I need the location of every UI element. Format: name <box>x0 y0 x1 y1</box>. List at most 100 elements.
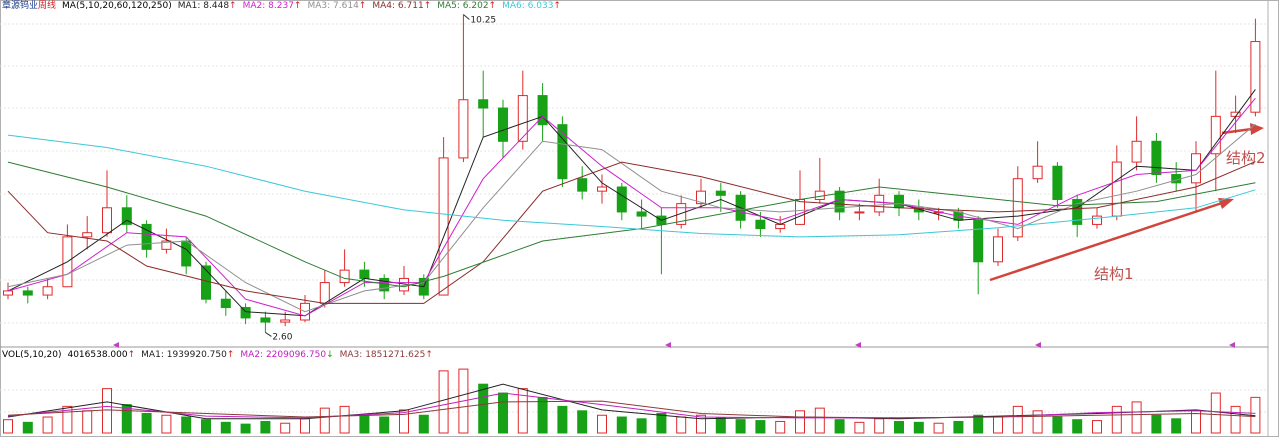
candle-body <box>696 190 706 205</box>
legend-value: 6.202 <box>462 1 489 11</box>
candle-body <box>359 269 370 279</box>
indicator: VOL(5,10,20) <box>2 350 62 360</box>
separator: : <box>359 350 366 360</box>
indicator: MA(5,10,20,60,120,250) <box>62 1 172 11</box>
volume-bar <box>399 409 409 434</box>
volume-bar <box>834 419 845 434</box>
trend: ↑ <box>488 1 497 11</box>
volume-bar <box>82 410 93 434</box>
volume-bar <box>913 421 924 434</box>
volume-bar <box>220 421 231 434</box>
legend-value: 7.614 <box>333 1 359 11</box>
volume-bar <box>1171 418 1182 434</box>
candle-body <box>597 186 607 192</box>
volume-bar <box>854 421 865 434</box>
separator: : <box>327 1 334 11</box>
trend: ↑ <box>425 350 433 360</box>
annotation: 结构1 <box>1094 265 1134 283</box>
separator: : <box>456 1 463 11</box>
candle-body <box>1072 198 1083 225</box>
volume-bar <box>973 414 984 434</box>
legend-value: 6.711 <box>397 1 424 11</box>
volume-bar <box>22 421 33 434</box>
candle-body <box>1111 161 1122 217</box>
period-markers <box>113 342 1235 348</box>
volume-bar <box>557 405 568 434</box>
ma-line <box>7 161 1256 304</box>
volume-bar <box>696 414 706 434</box>
ma-line <box>7 400 1256 419</box>
candle-body <box>616 186 627 213</box>
volume-bar <box>418 414 429 434</box>
volume-bar <box>1230 405 1241 434</box>
volume-bar <box>260 420 271 434</box>
legend-name: MA2 <box>242 1 263 11</box>
volume-value: 4016538.000 <box>67 350 128 360</box>
volume-bar <box>62 405 73 434</box>
ma-line <box>7 134 1256 238</box>
volume-bar <box>775 420 786 434</box>
volume-bar <box>339 405 350 434</box>
candle-body <box>1210 115 1221 155</box>
candle-body <box>1250 41 1261 113</box>
candle-body <box>993 236 1003 263</box>
volume-bar <box>894 420 904 434</box>
legend-name: MA3 <box>307 1 328 11</box>
period: 周线 <box>38 1 57 11</box>
candle-body <box>676 203 687 225</box>
volume-bar <box>676 416 687 434</box>
candle-body <box>636 211 647 217</box>
volume-bar <box>953 420 964 434</box>
candle-body <box>1191 153 1201 184</box>
candle-body <box>319 282 330 304</box>
volume-bar <box>1052 416 1063 434</box>
candle-body <box>102 207 112 234</box>
volume-bar <box>280 422 291 434</box>
candle-body <box>339 269 350 284</box>
candle-body <box>537 95 548 126</box>
legend-name: MA1 <box>177 1 198 11</box>
volume-bar <box>498 392 508 434</box>
candle-body <box>814 190 825 200</box>
volume-bar <box>993 416 1003 434</box>
legend-name: MA6 <box>502 1 522 11</box>
candle-body <box>161 240 172 250</box>
volume-bar <box>1111 405 1122 434</box>
volume-bar <box>161 414 172 434</box>
stock-name: 章源钨业 <box>2 1 39 11</box>
volume-bar <box>478 383 489 434</box>
volume-bar <box>1072 419 1083 434</box>
trend: ↑ <box>127 350 136 360</box>
legend-name: MA5 <box>437 1 457 11</box>
separator: : <box>197 1 204 11</box>
volume-bar <box>1210 392 1221 434</box>
trend: ↑ <box>229 1 237 11</box>
legend-name: MA1 <box>141 350 161 360</box>
legend-value: 8.237 <box>268 1 294 11</box>
legend-name: MA4 <box>372 1 392 11</box>
volume-bar <box>597 414 607 434</box>
separator: : <box>260 350 266 360</box>
separator: : <box>160 350 167 360</box>
candle-body <box>201 265 211 300</box>
candle-body <box>22 290 33 296</box>
trend: ↑ <box>293 1 302 11</box>
legend: MA1: 8.448↑ MA2: 8.237↑ MA3: 7.614↑ MA4: 6.… <box>172 1 561 11</box>
candle-body <box>1092 215 1102 225</box>
volume-bar <box>933 422 944 434</box>
volume-header: VOL(5,10,20) 4016538.000↑ MA1: 1939920.750… <box>2 349 433 361</box>
volume-bar <box>1131 401 1142 434</box>
trend: ↑ <box>423 1 432 11</box>
ma-line <box>7 89 1256 317</box>
candle-body <box>715 190 726 196</box>
volume-bar <box>300 418 310 434</box>
ma-line <box>7 383 1256 420</box>
volume-bar <box>102 388 112 434</box>
candle-body <box>181 240 192 267</box>
candle-body <box>458 99 469 159</box>
volume-bar <box>1032 410 1043 434</box>
separator: : <box>262 1 269 11</box>
legend-name: MA2 <box>240 350 261 360</box>
